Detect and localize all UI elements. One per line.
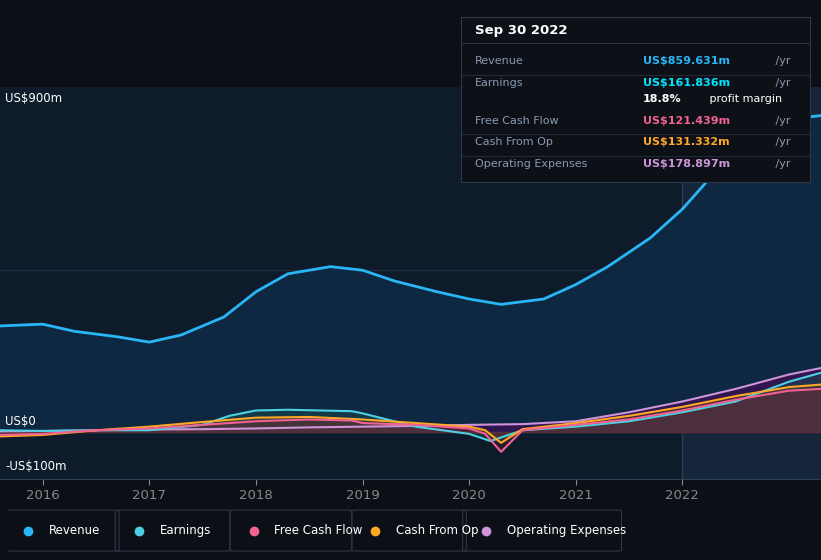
Text: US$161.836m: US$161.836m xyxy=(643,78,730,88)
Text: Earnings: Earnings xyxy=(475,78,524,88)
Text: 18.8%: 18.8% xyxy=(643,95,681,104)
Text: US$131.332m: US$131.332m xyxy=(643,137,730,147)
Text: Operating Expenses: Operating Expenses xyxy=(507,524,626,537)
Text: US$121.439m: US$121.439m xyxy=(643,116,730,126)
Text: /yr: /yr xyxy=(772,57,791,67)
Text: Cash From Op: Cash From Op xyxy=(397,524,479,537)
Bar xyxy=(682,87,821,479)
Text: Sep 30 2022: Sep 30 2022 xyxy=(475,24,568,36)
Text: Free Cash Flow: Free Cash Flow xyxy=(475,116,559,126)
Text: US$0: US$0 xyxy=(5,416,36,428)
Text: profit margin: profit margin xyxy=(706,95,782,104)
Text: Revenue: Revenue xyxy=(49,524,100,537)
Text: Earnings: Earnings xyxy=(159,524,211,537)
Text: /yr: /yr xyxy=(772,116,791,126)
Text: Free Cash Flow: Free Cash Flow xyxy=(274,524,363,537)
Text: US$178.897m: US$178.897m xyxy=(643,159,730,169)
Text: US$859.631m: US$859.631m xyxy=(643,57,730,67)
Text: Operating Expenses: Operating Expenses xyxy=(475,159,588,169)
Text: -US$100m: -US$100m xyxy=(5,460,67,473)
Text: /yr: /yr xyxy=(772,137,791,147)
Text: Revenue: Revenue xyxy=(475,57,524,67)
Text: Cash From Op: Cash From Op xyxy=(475,137,553,147)
Text: US$900m: US$900m xyxy=(5,92,62,105)
Text: /yr: /yr xyxy=(772,78,791,88)
Text: /yr: /yr xyxy=(772,159,791,169)
